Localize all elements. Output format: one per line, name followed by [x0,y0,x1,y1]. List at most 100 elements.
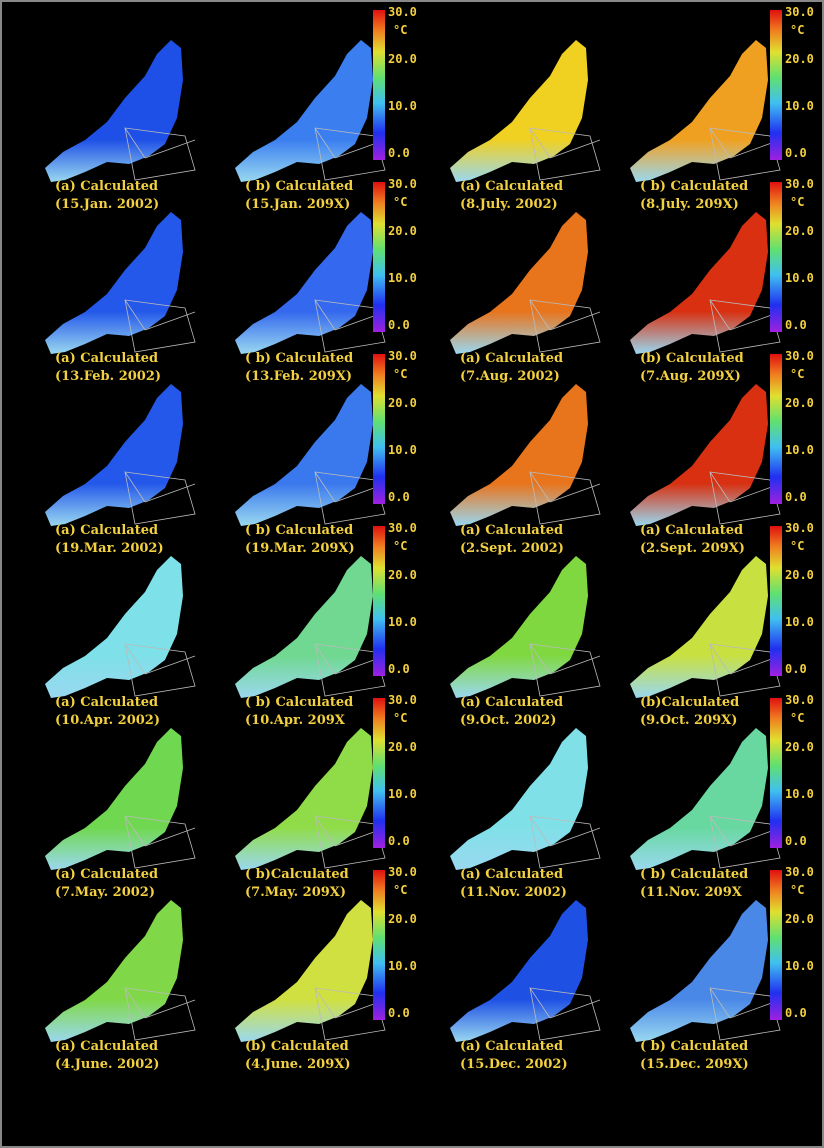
colorbar-unit: °C [790,23,804,37]
colorbar-unit: °C [393,367,407,381]
colorbar [770,10,782,160]
panel-label: (a) Calculated [460,179,563,194]
colorbar [770,698,782,848]
colorbar-tick: 0.0 [785,318,807,332]
colorbar-unit: °C [790,883,804,897]
colorbar [373,698,385,848]
colorbar-tick: 30.0 [388,5,417,19]
colorbar-unit: °C [393,883,407,897]
colorbar-tick: 30.0 [388,521,417,535]
colorbar-tick: 20.0 [785,396,814,410]
colorbar-tick: 0.0 [388,662,410,676]
colorbar-tick: 0.0 [785,146,807,160]
panel-date: (15.Dec. 2002) [460,1057,568,1072]
panel-label: (a) Calculated [55,867,158,882]
panel-label: (a) Calculated [460,351,563,366]
panel-date: (4.June. 209X) [245,1057,350,1072]
panel-label: ( b) Calculated [640,179,748,194]
colorbar [373,870,385,1020]
colorbar-unit: °C [790,711,804,725]
panel-date: (8.July. 209X) [640,197,739,212]
panel-date: (7.Aug. 209X) [640,369,741,384]
colorbar-tick: 10.0 [388,271,417,285]
colorbar-tick: 20.0 [388,912,417,926]
panel-label: (a) Calculated [55,351,158,366]
colorbar-tick: 0.0 [388,146,410,160]
panel-label: ( b) Calculated [245,179,353,194]
panel-label: ( b) Calculated [245,351,353,366]
panel-date: (4.June. 2002) [55,1057,159,1072]
colorbar-tick: 20.0 [388,568,417,582]
colorbar-tick: 10.0 [785,787,814,801]
colorbar-tick: 20.0 [388,396,417,410]
colorbar-tick: 10.0 [785,99,814,113]
colorbar-tick: 30.0 [388,865,417,879]
panel-date: (19.Mar. 209X) [245,541,355,556]
colorbar-tick: 20.0 [785,224,814,238]
colorbar-tick: 10.0 [785,271,814,285]
colorbar-tick: 30.0 [785,177,814,191]
colorbar-unit: °C [393,23,407,37]
panel-label: (b) Calculated [245,1039,349,1054]
panel-date: (15.Dec. 209X) [640,1057,749,1072]
colorbar-tick: 10.0 [785,443,814,457]
panel-label: (a) Calculated [55,1039,158,1054]
colorbar-tick: 20.0 [785,52,814,66]
colorbar-tick: 10.0 [388,959,417,973]
colorbar [373,526,385,676]
colorbar-unit: °C [393,195,407,209]
colorbar-tick: 0.0 [388,490,410,504]
colorbar-tick: 30.0 [388,693,417,707]
panel-date: (15.Jan. 2002) [55,197,159,212]
panel-label: (a) Calculated [640,523,743,538]
colorbar-tick: 30.0 [388,177,417,191]
colorbar-tick: 20.0 [388,224,417,238]
colorbar-tick: 20.0 [388,52,417,66]
colorbar-tick: 0.0 [785,834,807,848]
colorbar-tick: 30.0 [388,349,417,363]
colorbar-tick: 30.0 [785,693,814,707]
panel-date: (11.Nov. 209X [640,885,743,900]
panel-label: ( b) Calculated [245,523,353,538]
colorbar-unit: °C [393,539,407,553]
panel-date: (2.Sept. 209X) [640,541,745,556]
colorbar-tick: 20.0 [785,912,814,926]
colorbar-tick: 10.0 [388,99,417,113]
panel-date: (11.Nov. 2002) [460,885,567,900]
colorbar-tick: 0.0 [785,1006,807,1020]
colorbar-tick: 10.0 [388,443,417,457]
panel-label: (a) Calculated [460,523,563,538]
colorbar-tick: 0.0 [388,834,410,848]
panel-date: (9.Oct. 209X) [640,713,737,728]
colorbar-tick: 10.0 [785,959,814,973]
colorbar-tick: 30.0 [785,5,814,19]
colorbar [373,182,385,332]
colorbar-tick: 20.0 [785,568,814,582]
panel-label: ( b)Calculated [245,867,349,882]
colorbar-unit: °C [790,367,804,381]
colorbar [770,354,782,504]
colorbar-tick: 30.0 [785,349,814,363]
panel-date: (7.May. 209X) [245,885,346,900]
colorbar-tick: 10.0 [785,615,814,629]
colorbar-tick: 0.0 [388,318,410,332]
panel-label: ( b) Calculated [640,1039,748,1054]
panel-label: (a) Calculated [460,867,563,882]
panel-date: (19.Mar. 2002) [55,541,164,556]
colorbar [770,870,782,1020]
panel-date: (2.Sept. 2002) [460,541,564,556]
colorbar-tick: 0.0 [388,1006,410,1020]
colorbar-tick: 0.0 [785,662,807,676]
colorbar-tick: 20.0 [388,740,417,754]
panel-date: (10.Apr. 2002) [55,713,160,728]
panel-label: (b)Calculated [640,695,739,710]
panel-label: (a) Calculated [55,695,158,710]
panel-label: ( b) Calculated [640,867,748,882]
colorbar-tick: 10.0 [388,615,417,629]
panel-label: (a) Calculated [55,179,158,194]
colorbar [373,10,385,160]
panel-date: (10.Apr. 209X [245,713,346,728]
figure: (a) Calculated (15.Jan. 2002) ( b) Calcula… [0,0,824,1148]
colorbar-tick: 30.0 [785,865,814,879]
colorbar-unit: °C [393,711,407,725]
